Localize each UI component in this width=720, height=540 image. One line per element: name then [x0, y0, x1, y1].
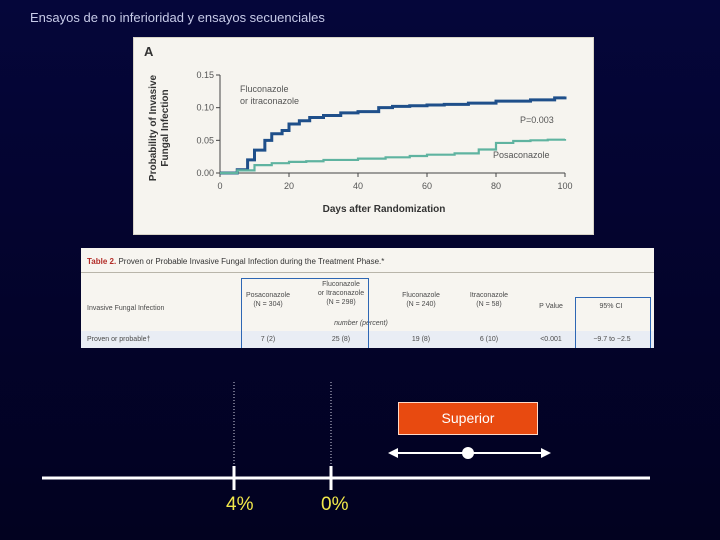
series-label-posaconazole: Posaconazole	[493, 150, 550, 160]
y-tick-label: 0.15	[196, 70, 214, 80]
table-caption: Table 2. Proven or Probable Invasive Fun…	[87, 257, 384, 266]
table-cell-fluconazole: 19 (8)	[411, 336, 431, 343]
x-tick-label: 100	[557, 181, 572, 191]
point-estimate-dot	[462, 447, 474, 459]
panel-label: A	[144, 44, 154, 59]
superior-label-box: Superior	[398, 402, 538, 435]
km-series	[220, 96, 567, 175]
series-label-itraconazole: or itraconazole	[240, 96, 299, 106]
table-cell-pvalue: <0.001	[540, 336, 562, 343]
y-axis-label: Probability of InvasiveFungal Infection	[148, 74, 171, 181]
table-units-row: number (percent)	[334, 320, 388, 327]
y-tick-label: 0.10	[196, 103, 214, 113]
x-tick-label: 40	[353, 181, 363, 191]
table-header-posaconazole: Posaconazole (N = 304)	[246, 292, 290, 308]
table-header-infection: Invasive Fungal Infection	[87, 305, 165, 312]
table-cell-posaconazole: 7 (2)	[260, 336, 276, 343]
ci-left-arrow-icon	[388, 448, 398, 458]
highlight-box-comparison	[241, 278, 369, 348]
y-tick-label: 0.00	[196, 168, 214, 178]
p-value-annotation: P=0.003	[520, 115, 554, 125]
y-tick-label: 0.05	[196, 135, 214, 145]
series-line-fluconazole-itraconazole	[220, 96, 567, 175]
table-cell-ci: −9.7 to −2.5	[593, 336, 631, 343]
table-header-pvalue: P Value	[539, 303, 563, 310]
series-label-fluconazole: Fluconazole	[240, 84, 289, 94]
highlight-box-ci	[575, 297, 651, 348]
tick-label-4-percent: 4%	[226, 494, 254, 515]
x-axis-label: Days after Randomization	[323, 204, 446, 215]
results-table: Table 2. Proven or Probable Invasive Fun…	[81, 248, 654, 348]
table-header-fluconazole: Fluconazole (N = 240)	[402, 292, 440, 308]
table-row-label: Proven or probable†	[87, 336, 151, 343]
series-line-posaconazole	[220, 138, 567, 175]
table-header-flu-itra: Fluconazole or Itraconazole (N = 298)	[317, 281, 365, 306]
x-tick-label: 80	[491, 181, 501, 191]
table-header-itraconazole: Itraconazole (N = 58)	[469, 292, 509, 308]
table-header-ci: 95% CI	[599, 303, 623, 310]
slide-title: Ensayos de no inferioridad y ensayos sec…	[30, 10, 325, 25]
tick-label-0-percent: 0%	[321, 494, 349, 515]
km-axes: 0 20 40 60 80 100 0.00 0.05 0.10 0.15	[196, 70, 572, 191]
table-row-band	[81, 331, 654, 348]
table-top-rule	[81, 272, 654, 273]
table-caption-label: Table 2.	[87, 257, 117, 266]
x-tick-label: 0	[217, 181, 222, 191]
x-tick-label: 60	[422, 181, 432, 191]
x-tick-label: 20	[284, 181, 294, 191]
table-cell-flu-itra: 25 (8)	[331, 336, 351, 343]
table-caption-text: Proven or Probable Invasive Fungal Infec…	[118, 257, 385, 266]
km-chart-svg: A Probability of InvasiveFungal Infectio…	[144, 44, 573, 215]
kaplan-meier-figure: A Probability of InvasiveFungal Infectio…	[133, 37, 594, 235]
table-cell-itraconazole: 6 (10)	[479, 336, 499, 343]
ci-right-arrow-icon	[541, 448, 551, 458]
